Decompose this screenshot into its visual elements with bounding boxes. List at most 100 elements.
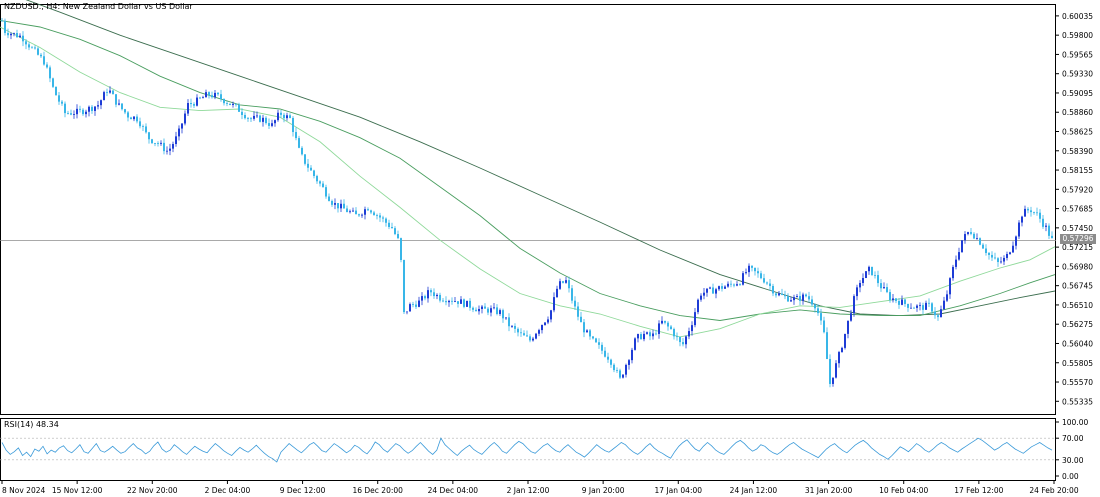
candle-bull — [796, 296, 798, 298]
candle-bull — [622, 374, 624, 378]
ma-fast-line — [0, 26, 1056, 338]
candle-bear — [904, 299, 906, 304]
candle-bull — [448, 300, 450, 303]
candle-bull — [835, 363, 837, 378]
candle-bear — [979, 238, 981, 245]
candle-bear — [391, 226, 393, 229]
time-tick-label: 15 Nov 12:00 — [52, 486, 103, 495]
price-tick-label: 0.57215 — [1062, 243, 1093, 252]
candle-bull — [868, 266, 870, 272]
candle-bear — [526, 335, 528, 337]
candle-bull — [850, 313, 852, 321]
candle-bull — [865, 271, 867, 279]
candle-bull — [550, 310, 552, 320]
candle-bull — [532, 338, 534, 341]
candle-bull — [778, 293, 780, 296]
candle-bear — [1036, 212, 1038, 214]
candle-bull — [205, 92, 207, 98]
candle-bull — [967, 232, 969, 235]
candle-bear — [433, 292, 435, 297]
candle-bear — [142, 126, 144, 127]
price-tick-label: 0.56980 — [1062, 262, 1093, 271]
candle-bull — [271, 123, 273, 126]
candle-bear — [874, 275, 876, 276]
candle-bear — [523, 333, 525, 336]
price-tick-label: 0.59800 — [1062, 31, 1093, 40]
candle-bear — [79, 108, 81, 110]
candle-bear — [4, 20, 6, 33]
candle-bear — [781, 293, 783, 295]
candle-bull — [643, 333, 645, 340]
candle-bull — [883, 287, 885, 289]
candle-bear — [430, 290, 432, 293]
candle-bear — [607, 356, 609, 360]
candle-bull — [10, 33, 12, 36]
candle-bear — [475, 309, 477, 312]
candle-bull — [586, 330, 588, 333]
candle-bull — [97, 105, 99, 107]
candle-bear — [457, 301, 459, 304]
price-tick-label: 0.56745 — [1062, 282, 1093, 291]
price-tick-label: 0.58390 — [1062, 147, 1093, 156]
candle-bear — [46, 64, 48, 68]
candle-bear — [463, 299, 465, 307]
candle-bull — [1024, 208, 1026, 217]
candle-bear — [880, 283, 882, 289]
candle-bull — [742, 273, 744, 285]
candle-bear — [991, 254, 993, 258]
candle-bear — [805, 294, 807, 297]
candle-bear — [16, 33, 18, 38]
candle-bull — [100, 100, 102, 106]
candle-bear — [772, 285, 774, 294]
candle-bull — [688, 331, 690, 337]
candle-bear — [1033, 212, 1035, 213]
candle-bear — [610, 359, 612, 365]
candle-bull — [709, 287, 711, 289]
candle-bull — [856, 287, 858, 297]
candle-bear — [601, 344, 603, 351]
candle-bull — [160, 142, 162, 144]
candle-bull — [13, 33, 15, 34]
candle-bull — [790, 300, 792, 302]
candle-bull — [406, 311, 408, 313]
candle-bear — [397, 234, 399, 239]
candle-bear — [673, 329, 675, 337]
candle-bull — [511, 325, 513, 327]
candle-bull — [277, 112, 279, 121]
candle-bull — [844, 333, 846, 348]
price-tick-label: 0.59330 — [1062, 70, 1093, 79]
candle-bull — [460, 299, 462, 304]
candle-bear — [424, 296, 426, 299]
candle-bull — [916, 305, 918, 308]
candle-bear — [388, 222, 390, 227]
candle-bear — [895, 298, 897, 302]
candle-bear — [877, 275, 879, 284]
candle-bear — [799, 296, 801, 301]
candle-bull — [745, 272, 747, 274]
candle-bull — [724, 286, 726, 289]
candle-bull — [178, 128, 180, 137]
candle-bear — [760, 273, 762, 279]
candle-bear — [163, 142, 165, 152]
candle-bull — [631, 349, 633, 361]
candle-bear — [55, 86, 57, 96]
candle-bull — [625, 364, 627, 375]
candle-bear — [811, 299, 813, 305]
candle-bear — [316, 175, 318, 182]
candle-bull — [361, 214, 363, 216]
candle-bear — [442, 300, 444, 302]
candle-bear — [889, 292, 891, 301]
price-tick-label: 0.58860 — [1062, 108, 1093, 117]
candle-bull — [541, 324, 543, 331]
candle-bull — [646, 332, 648, 334]
candle-bear — [820, 313, 822, 321]
candle-bull — [748, 265, 750, 273]
candle-bull — [466, 300, 468, 307]
candle-bear — [154, 143, 156, 144]
candle-bear — [373, 212, 375, 216]
time-tick-label: 24 Jan 12:00 — [730, 486, 778, 495]
candle-bear — [322, 183, 324, 188]
candle-bear — [328, 196, 330, 201]
ma-slow-line — [25, 0, 1056, 317]
candle-bear — [37, 48, 39, 55]
